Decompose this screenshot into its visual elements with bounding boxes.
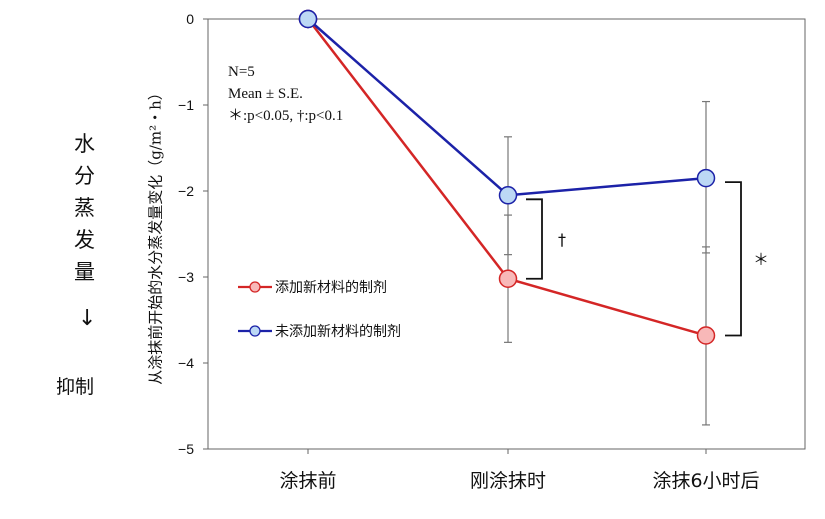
origin-point	[298, 9, 318, 29]
plot-frame	[207, 18, 806, 450]
y-tick-label: −2	[178, 183, 194, 199]
y-tick-label: −1	[178, 97, 194, 113]
down-arrow: ↓	[78, 306, 97, 331]
side-char-3: 蒸	[74, 196, 95, 220]
side-char-4: 发	[74, 228, 95, 252]
legend-label-2: 未添加新材料的制剂	[275, 324, 401, 340]
series-2-point	[696, 168, 716, 188]
y-tick-label: −5	[178, 441, 194, 457]
significance-bracket	[526, 198, 543, 280]
significance-brackets: †＊	[526, 181, 769, 337]
y-tick-label: −3	[178, 269, 194, 285]
suppress-label: 抑制	[56, 376, 95, 398]
significance-label: †	[558, 230, 566, 249]
side-char-1: 水	[74, 132, 95, 156]
stats-significance-key: ＊:p<0.05, †:p<0.1	[228, 108, 344, 124]
x-tick-label: 涂抹前	[279, 470, 336, 492]
error-bars	[504, 100, 710, 426]
x-tick-label: 涂抹6小时后	[652, 470, 759, 492]
significance-label: ＊	[753, 250, 769, 269]
stats-annotation: N=5 Mean ± S.E. ＊:p<0.05, †:p<0.1	[228, 61, 343, 127]
y-axis: 0 −1 −2 −3 −4 −5	[178, 11, 208, 457]
series-markers	[298, 9, 716, 345]
legend-label-1: 添加新材料的制剂	[275, 280, 387, 296]
series-1-point	[498, 269, 518, 288]
x-tick-label: 刚涂抹时	[470, 470, 546, 492]
y-tick-label: 0	[186, 11, 194, 27]
legend-marker-2	[249, 325, 261, 337]
series-2-point	[498, 186, 518, 205]
y-tick-label: −4	[178, 355, 194, 371]
stats-n: N=5	[228, 64, 255, 80]
series-line-2	[307, 18, 707, 197]
x-axis: 涂抹前 刚涂抹时 涂抹6小时后	[279, 449, 760, 492]
side-char-5: 量	[74, 260, 95, 284]
legend-marker-1	[249, 281, 261, 293]
series-1-point	[696, 326, 716, 345]
stats-mean: Mean ± S.E.	[228, 86, 303, 102]
side-char-2: 分	[74, 164, 95, 188]
significance-bracket	[725, 181, 742, 337]
